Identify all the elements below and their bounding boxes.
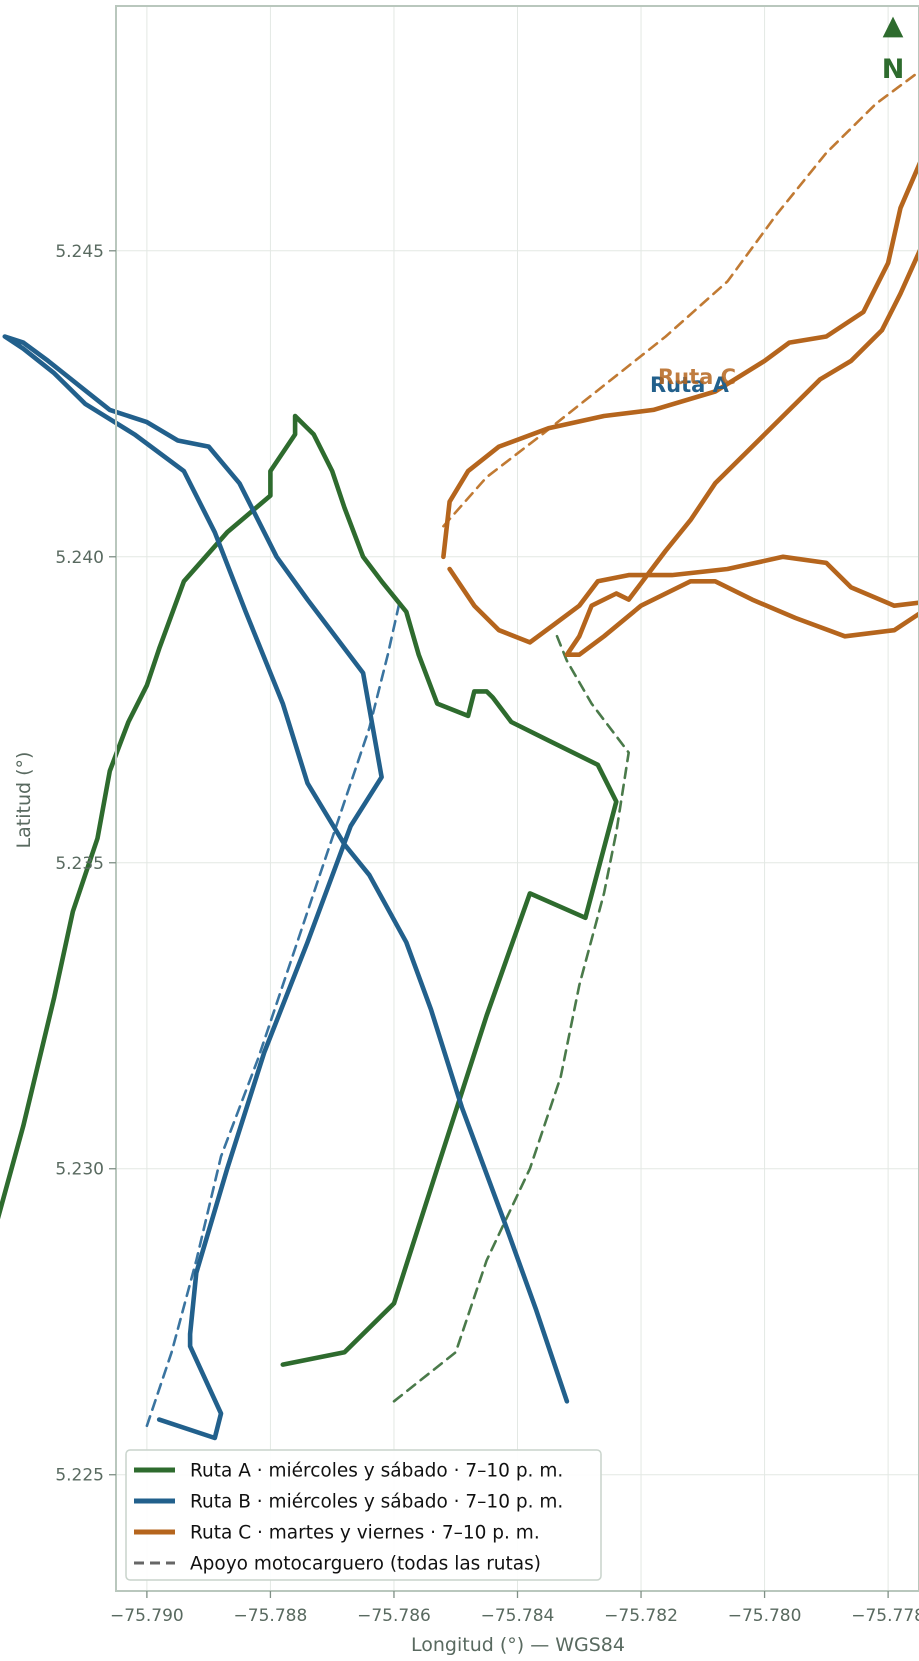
route-label-a: Ruta A	[650, 373, 730, 397]
legend-entry: Apoyo motocarguero (todas las rutas)	[190, 1554, 541, 1575]
legend: Ruta A · miércoles y sábado · 7–10 p. m.…	[125, 1449, 602, 1581]
main-routes-layer	[0, 159, 919, 1441]
grid-lines	[116, 6, 919, 1591]
y-tick-label: 5.240	[55, 548, 104, 568]
y-tick-label: 5.230	[55, 1160, 104, 1180]
y-tick-label: 5.225	[55, 1466, 104, 1486]
x-axis-title: Longitud (°) — WGS84	[411, 1634, 625, 1656]
route-ruta-b	[2, 334, 570, 1441]
x-tick-label: −75.784	[481, 1606, 555, 1626]
x-tick-label: −75.788	[234, 1606, 308, 1626]
y-tick-label: 5.235	[55, 854, 104, 874]
north-letter: N	[882, 54, 905, 85]
legend-box	[125, 1449, 602, 1581]
route-label-c: Ruta C	[658, 365, 736, 389]
y-axis-title: Latitud (°)	[13, 752, 35, 849]
route-apoyo-azul	[145, 598, 402, 1428]
legend-entry: Ruta A · miércoles y sábado · 7–10 p. m.	[190, 1461, 563, 1482]
north-arrow: ▲ N	[882, 10, 905, 85]
north-arrow-icon: ▲	[883, 10, 904, 41]
y-tick-label: 5.245	[55, 242, 104, 262]
x-tick-label: −75.780	[728, 1606, 802, 1626]
x-tick-label: −75.782	[604, 1606, 678, 1626]
legend-entry: Ruta C · martes y viernes · 7–10 p. m.	[190, 1523, 540, 1544]
x-tick-label: −75.790	[110, 1606, 184, 1626]
axis-ticks: −75.790 −75.788 −75.786 −75.784 −75.782 −75.7…	[55, 242, 919, 1626]
route-ruta-a	[0, 413, 619, 1367]
support-routes-layer	[145, 70, 919, 1428]
legend-entry: Ruta B · miércoles y sábado · 7–10 p. m.	[190, 1492, 563, 1513]
route-apoyo-naranja	[442, 70, 919, 528]
x-tick-label: −75.778	[851, 1606, 919, 1626]
route-ruta-c	[441, 159, 919, 657]
route-apoyo-verde	[392, 628, 630, 1403]
x-tick-label: −75.786	[357, 1606, 431, 1626]
